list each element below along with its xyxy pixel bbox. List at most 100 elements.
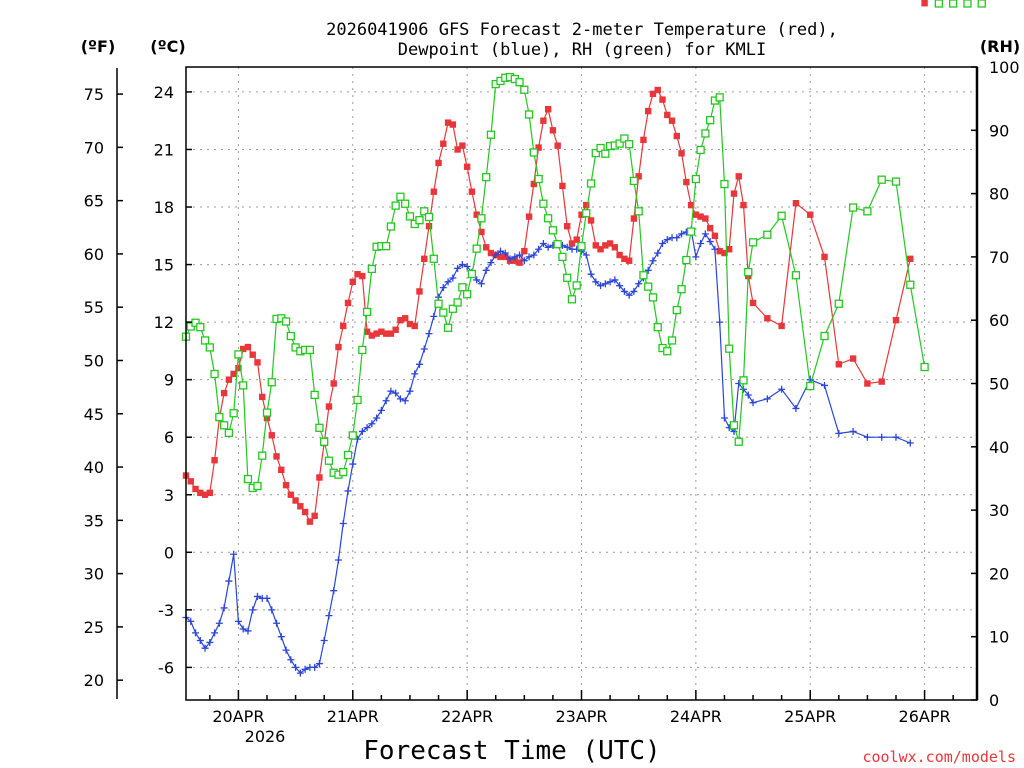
dew-point [492,251,500,259]
temp-point [340,322,347,330]
dew-point [368,420,376,428]
rh-point [620,134,629,143]
temp-point [254,359,261,366]
dew-point [530,251,538,259]
temp-point [316,474,323,481]
celsius-tick-label: -3 [158,601,174,620]
celsius-tick-label: 9 [164,371,174,390]
rh-tick-label: 0 [989,691,999,710]
temp-point [568,240,576,247]
dew-point [430,312,438,320]
rh-point [305,345,315,355]
rh-point [715,93,724,102]
rh-point [239,381,248,390]
series-rh [181,0,986,493]
temp-point [311,512,318,520]
rh-point [205,343,214,352]
x-tick-label: 25APR [784,707,836,726]
temp-point [411,322,418,330]
dew-point [192,629,200,637]
temp-point [649,90,657,98]
dew-point [244,627,252,635]
fahrenheit-tick-label: 55 [84,298,104,317]
x-tick-label: 22APR [441,707,493,726]
temp-point [559,182,566,190]
dew-point [230,550,238,558]
rh-point [362,307,372,317]
temp-point [726,246,733,253]
rh-point [634,207,643,216]
dew-point [706,238,714,246]
temp-point [735,173,742,180]
temp-point [687,201,695,209]
dew-point [373,414,381,422]
temp-point [583,201,590,209]
temp-point [597,246,604,253]
tick-labels: 24211815129630-3-67570656055504540353025… [84,58,1020,726]
chart-title-line-2: Dewpoint (blue), RH (green) for KMLI [398,40,766,60]
dew-point [692,253,700,261]
axes [116,66,979,701]
rh-point [448,304,457,313]
dew-point [454,264,462,272]
rh-tick-label: 80 [989,185,1009,204]
dew-point [225,577,233,585]
dew-point [458,261,466,269]
rh-point [210,369,219,379]
rh-point [200,336,210,345]
rh-point [601,149,610,158]
rh-point [748,238,758,247]
rh-point [405,212,415,221]
temp-point [907,255,914,263]
temp-point [292,497,299,504]
temp-point [297,503,304,510]
temp-point [330,380,337,387]
rh-point [543,214,553,223]
rh-tick-label: 60 [989,311,1009,330]
rh-point [777,211,786,220]
rh-point [424,212,434,222]
rh-point [906,280,915,289]
temp-point [239,345,247,353]
rh-point [415,216,424,225]
temp-point [359,272,366,280]
fahrenheit-tick-label: 20 [84,671,104,690]
temp-point [473,211,480,218]
dew-point [396,395,404,403]
dew-point [344,487,352,495]
dew-point [449,274,457,282]
temp-point [368,332,376,339]
dew-point [525,253,533,261]
temp-point [382,330,390,337]
temp-point [554,142,561,149]
temp-point [278,466,285,474]
temp-point [454,146,461,153]
dew-point [644,266,652,274]
rh-point [443,323,453,332]
temp-point [711,232,719,239]
dew-line [185,229,911,674]
dew-point [439,284,447,292]
dew-point [220,604,228,612]
rh-point [358,345,367,355]
x-tick-label: 23APR [555,707,607,726]
dew-point [630,287,638,295]
unit-rh: (RH) [980,37,1020,56]
fahrenheit-tick-label: 25 [84,618,104,637]
rh-point [401,199,410,208]
x-tick-label: 26APR [899,707,951,726]
temp-point [363,328,371,335]
fahrenheit-tick-label: 50 [84,351,104,370]
rh-point [744,267,753,277]
temp-point [606,240,614,247]
temp-point [635,173,642,180]
celsius-tick-label: 24 [154,83,174,102]
celsius-tick-label: 15 [154,256,174,275]
dew-point [506,255,514,263]
rh-point [315,423,324,432]
temp-point [459,142,466,149]
dew-point [387,387,395,395]
rh-point [686,227,696,236]
rh-point [267,378,276,387]
